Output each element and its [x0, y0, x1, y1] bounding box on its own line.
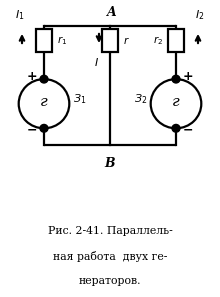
Text: $I_1$: $I_1$	[15, 9, 25, 23]
Circle shape	[172, 75, 180, 83]
Bar	[168, 29, 184, 52]
Text: $r_1$: $r_1$	[57, 34, 68, 47]
Text: +: +	[27, 70, 37, 83]
Text: $r$: $r$	[123, 35, 130, 46]
Circle shape	[19, 79, 69, 128]
Circle shape	[172, 124, 180, 132]
Text: $З_2$: $З_2$	[134, 93, 147, 106]
Text: $I_2$: $I_2$	[196, 9, 205, 23]
Bar	[36, 29, 52, 52]
Text: ная работа  двух ге-: ная работа двух ге-	[53, 251, 167, 262]
Text: $З_1$: $З_1$	[73, 93, 86, 106]
Text: A: A	[107, 6, 117, 19]
Text: $I$: $I$	[94, 56, 99, 68]
Text: г: г	[40, 94, 48, 109]
Circle shape	[40, 75, 48, 83]
Circle shape	[40, 124, 48, 132]
Text: $r_2$: $r_2$	[153, 34, 163, 47]
Text: −: −	[183, 124, 193, 137]
Text: Рис. 2-41. Параллель-: Рис. 2-41. Параллель-	[48, 226, 172, 236]
Text: нераторов.: нераторов.	[79, 276, 141, 286]
Text: г: г	[172, 94, 180, 109]
Text: B: B	[105, 157, 115, 170]
Text: +: +	[183, 70, 193, 83]
Text: −: −	[27, 124, 37, 137]
Bar	[102, 29, 118, 52]
Circle shape	[151, 79, 201, 128]
